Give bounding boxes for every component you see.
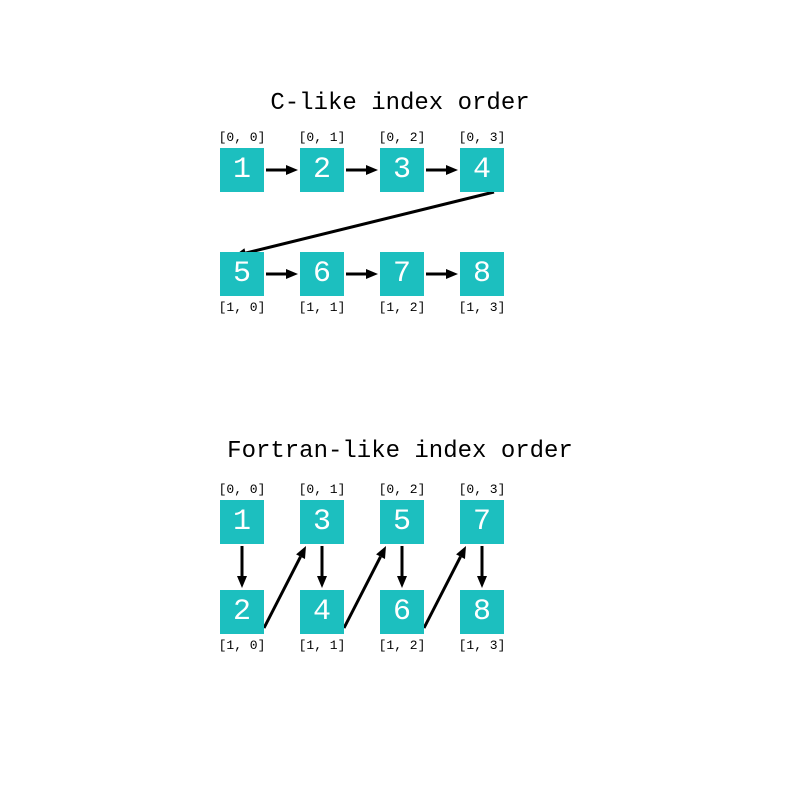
array-cell: 4	[300, 590, 344, 634]
array-cell: 3	[380, 148, 424, 192]
array-cell: 1	[220, 500, 264, 544]
index-label: [0, 1]	[287, 130, 357, 145]
array-cell: 1	[220, 148, 264, 192]
array-cell: 7	[380, 252, 424, 296]
array-cell: 6	[300, 252, 344, 296]
index-label: [1, 3]	[447, 638, 517, 653]
array-cell: 6	[380, 590, 424, 634]
index-label: [0, 2]	[367, 130, 437, 145]
index-label: [1, 0]	[207, 300, 277, 315]
array-cell: 5	[380, 500, 424, 544]
index-label: [0, 3]	[447, 482, 517, 497]
index-label: [0, 1]	[287, 482, 357, 497]
index-label: [0, 0]	[207, 482, 277, 497]
index-label: [1, 2]	[367, 300, 437, 315]
array-cell: 8	[460, 252, 504, 296]
index-label: [1, 1]	[287, 638, 357, 653]
array-cell: 3	[300, 500, 344, 544]
index-label: [0, 0]	[207, 130, 277, 145]
title-fortran-like: Fortran-like index order	[200, 438, 600, 465]
index-label: [1, 3]	[447, 300, 517, 315]
diagram-canvas: C-like index order Fortran-like index or…	[0, 0, 800, 800]
array-cell: 5	[220, 252, 264, 296]
index-label: [0, 3]	[447, 130, 517, 145]
array-cell: 2	[220, 590, 264, 634]
array-cell: 4	[460, 148, 504, 192]
index-label: [1, 2]	[367, 638, 437, 653]
array-cell: 8	[460, 590, 504, 634]
title-c-like: C-like index order	[200, 90, 600, 117]
index-label: [1, 0]	[207, 638, 277, 653]
index-label: [0, 2]	[367, 482, 437, 497]
index-label: [1, 1]	[287, 300, 357, 315]
arrow-layer	[0, 0, 800, 800]
array-cell: 2	[300, 148, 344, 192]
array-cell: 7	[460, 500, 504, 544]
